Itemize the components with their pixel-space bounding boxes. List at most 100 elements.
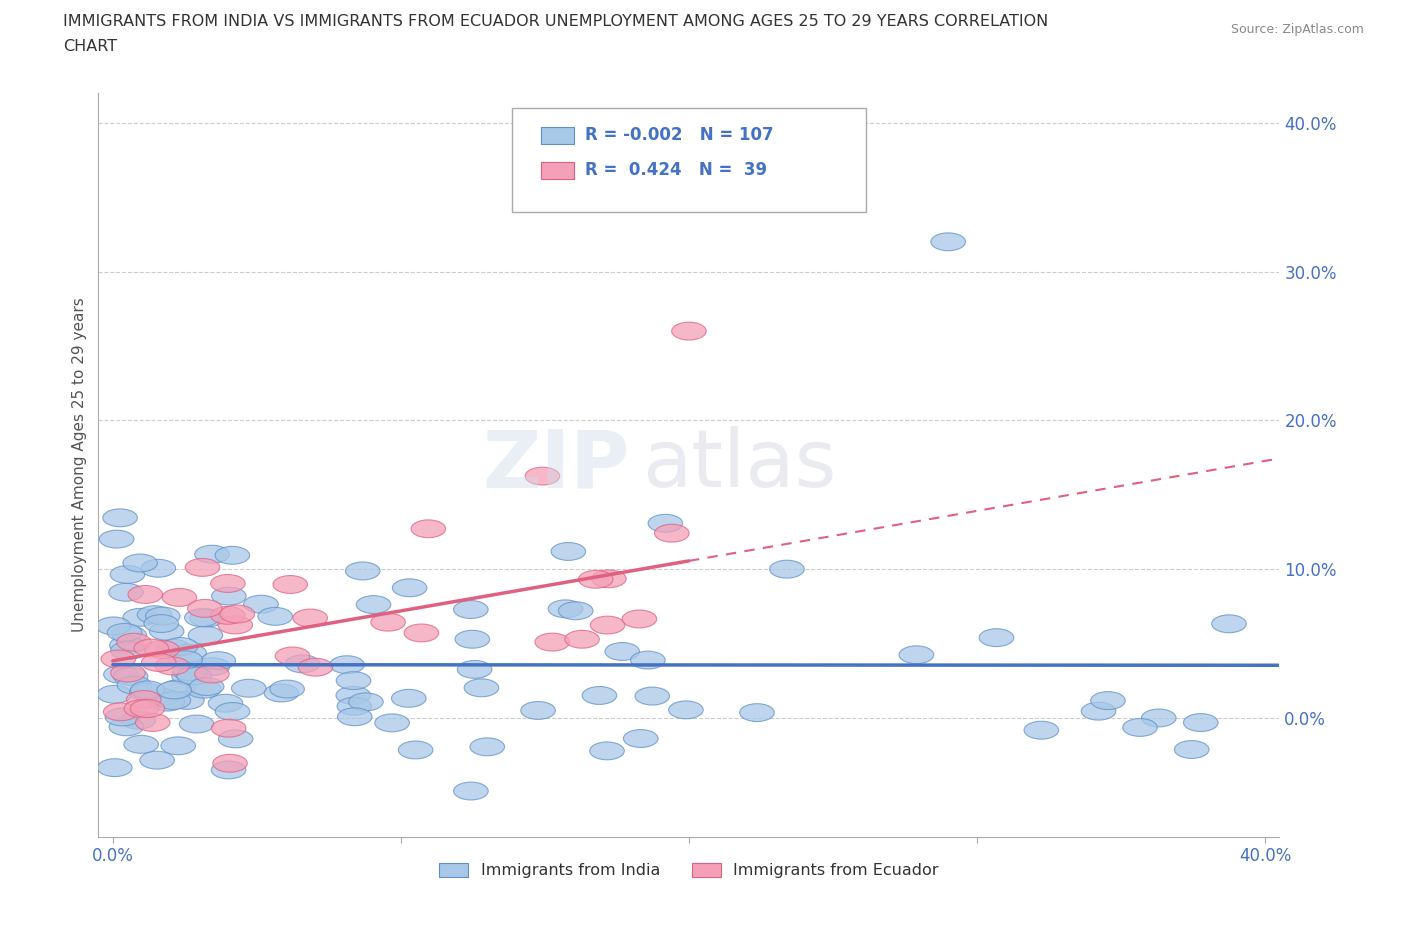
Text: R =  0.424   N =  39: R = 0.424 N = 39: [585, 162, 768, 179]
Ellipse shape: [110, 565, 145, 583]
Ellipse shape: [177, 667, 211, 684]
Ellipse shape: [623, 730, 658, 748]
Ellipse shape: [582, 686, 617, 704]
Ellipse shape: [212, 754, 247, 772]
Ellipse shape: [273, 576, 308, 593]
Ellipse shape: [1184, 713, 1218, 732]
Ellipse shape: [129, 684, 165, 701]
Ellipse shape: [411, 520, 446, 538]
Ellipse shape: [336, 671, 371, 689]
Ellipse shape: [97, 759, 132, 777]
Ellipse shape: [211, 575, 245, 592]
Ellipse shape: [337, 708, 373, 725]
Ellipse shape: [187, 680, 221, 698]
Ellipse shape: [524, 467, 560, 485]
Ellipse shape: [218, 616, 253, 634]
Ellipse shape: [131, 699, 165, 718]
Ellipse shape: [150, 693, 184, 711]
Bar: [541, 127, 575, 143]
Ellipse shape: [101, 650, 135, 668]
Ellipse shape: [190, 678, 224, 696]
Ellipse shape: [156, 692, 191, 710]
Ellipse shape: [211, 761, 246, 778]
Text: CHART: CHART: [63, 39, 117, 54]
Ellipse shape: [145, 607, 180, 625]
Ellipse shape: [163, 638, 198, 656]
Ellipse shape: [655, 525, 689, 542]
Ellipse shape: [173, 663, 207, 681]
Ellipse shape: [160, 737, 195, 755]
Ellipse shape: [186, 559, 219, 577]
Ellipse shape: [349, 693, 384, 711]
Ellipse shape: [180, 715, 214, 733]
Ellipse shape: [141, 559, 176, 578]
Ellipse shape: [208, 695, 243, 712]
Ellipse shape: [142, 654, 176, 671]
Ellipse shape: [215, 547, 250, 565]
Ellipse shape: [215, 702, 250, 721]
Ellipse shape: [167, 651, 202, 669]
Ellipse shape: [551, 542, 586, 561]
Text: atlas: atlas: [641, 426, 837, 504]
Ellipse shape: [122, 608, 157, 626]
Ellipse shape: [127, 691, 162, 709]
Ellipse shape: [740, 704, 775, 722]
Ellipse shape: [330, 656, 364, 673]
Ellipse shape: [138, 605, 172, 624]
Ellipse shape: [979, 629, 1014, 646]
Ellipse shape: [371, 613, 405, 631]
Ellipse shape: [454, 782, 488, 800]
Ellipse shape: [190, 609, 225, 627]
Bar: [541, 162, 575, 179]
Text: IMMIGRANTS FROM INDIA VS IMMIGRANTS FROM ECUADOR UNEMPLOYMENT AMONG AGES 25 TO 2: IMMIGRANTS FROM INDIA VS IMMIGRANTS FROM…: [63, 14, 1049, 29]
Ellipse shape: [131, 681, 165, 698]
Ellipse shape: [285, 655, 319, 672]
Ellipse shape: [548, 600, 582, 618]
Ellipse shape: [157, 681, 191, 699]
Ellipse shape: [391, 689, 426, 707]
Ellipse shape: [605, 643, 640, 660]
Ellipse shape: [141, 842, 176, 859]
Ellipse shape: [669, 701, 703, 719]
FancyBboxPatch shape: [512, 108, 866, 212]
Ellipse shape: [110, 636, 145, 654]
Ellipse shape: [636, 687, 669, 705]
Ellipse shape: [1174, 740, 1209, 759]
Ellipse shape: [1081, 702, 1116, 720]
Ellipse shape: [276, 647, 309, 665]
Ellipse shape: [143, 615, 179, 632]
Ellipse shape: [931, 232, 966, 251]
Ellipse shape: [456, 631, 489, 648]
Ellipse shape: [257, 607, 292, 625]
Ellipse shape: [298, 658, 333, 676]
Ellipse shape: [149, 622, 184, 640]
Text: ZIP: ZIP: [482, 426, 630, 504]
Ellipse shape: [172, 667, 207, 684]
Ellipse shape: [898, 645, 934, 664]
Ellipse shape: [155, 657, 190, 675]
Ellipse shape: [100, 530, 134, 548]
Ellipse shape: [105, 708, 139, 726]
Ellipse shape: [117, 633, 152, 651]
Ellipse shape: [117, 676, 152, 694]
Ellipse shape: [124, 699, 159, 718]
Ellipse shape: [1091, 692, 1125, 710]
Ellipse shape: [219, 605, 254, 623]
Ellipse shape: [134, 639, 169, 657]
Ellipse shape: [356, 595, 391, 614]
Text: Source: ZipAtlas.com: Source: ZipAtlas.com: [1230, 23, 1364, 36]
Ellipse shape: [145, 641, 180, 658]
Ellipse shape: [672, 322, 706, 340]
Ellipse shape: [114, 668, 148, 685]
Ellipse shape: [1212, 615, 1246, 632]
Ellipse shape: [121, 711, 156, 729]
Ellipse shape: [630, 651, 665, 669]
Ellipse shape: [292, 609, 328, 627]
Legend: Immigrants from India, Immigrants from Ecuador: Immigrants from India, Immigrants from E…: [433, 857, 945, 884]
Ellipse shape: [769, 560, 804, 578]
Ellipse shape: [108, 583, 143, 601]
Ellipse shape: [194, 545, 229, 564]
Ellipse shape: [591, 617, 624, 634]
Ellipse shape: [112, 626, 146, 644]
Ellipse shape: [160, 680, 195, 698]
